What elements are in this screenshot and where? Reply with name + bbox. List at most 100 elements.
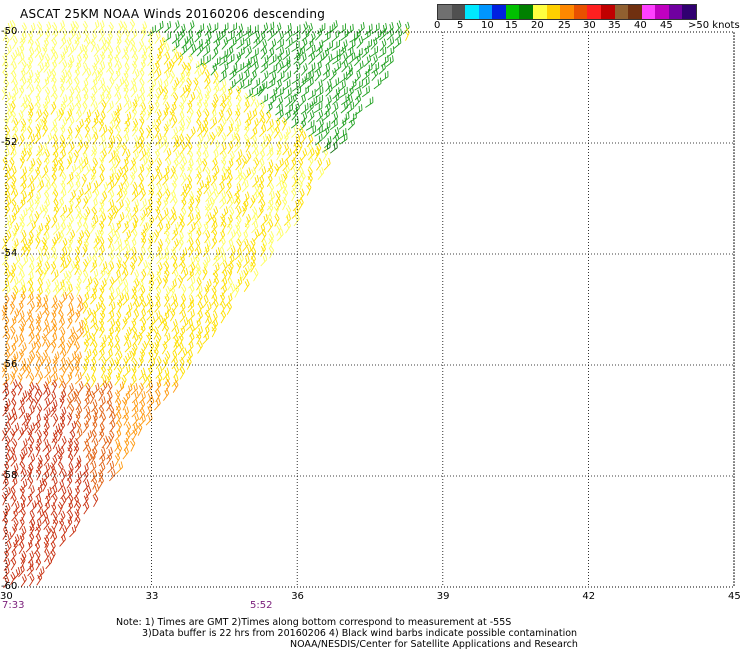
wind-barb: [179, 325, 186, 339]
wind-barb: [281, 180, 288, 194]
wind-barb: [283, 70, 292, 82]
wind-barb: [105, 91, 112, 105]
wind-barb: [161, 341, 168, 355]
wind-barb: [117, 212, 125, 225]
wind-barb: [293, 52, 301, 65]
wind-barb: [315, 27, 322, 41]
wind-barb: [125, 302, 133, 316]
wind-barb: [268, 63, 278, 75]
wind-barb: [65, 371, 73, 385]
wind-barb: [108, 135, 116, 149]
wind-barb: [33, 395, 39, 410]
wind-barb: [51, 476, 58, 490]
wind-barb: [137, 253, 144, 267]
wind-barb: [74, 459, 82, 473]
wind-barb: [50, 261, 57, 275]
wind-barb: [27, 563, 34, 577]
wind-barb: [252, 189, 260, 203]
wind-barb: [196, 331, 202, 345]
wind-barb: [75, 205, 82, 219]
wind-barb: [187, 20, 195, 33]
wind-barb: [137, 86, 145, 100]
wind-barb: [178, 237, 184, 251]
wind-barb: [28, 573, 35, 587]
wind-barb: [213, 77, 220, 91]
wind-barb: [106, 435, 112, 450]
wind-barb: [291, 40, 300, 52]
wind-barb: [243, 220, 250, 234]
wind-barb: [26, 94, 32, 109]
wind-barb: [245, 150, 252, 165]
wind-barb: [34, 420, 41, 434]
wind-barb: [266, 78, 276, 90]
wind-barb: [178, 70, 186, 84]
legend-swatch: [641, 5, 656, 19]
wind-barb: [11, 174, 17, 189]
wind-barb: [226, 238, 234, 252]
wind-barb: [268, 245, 274, 259]
wind-barb: [132, 228, 138, 242]
wind-barb: [25, 243, 31, 258]
wind-barb: [37, 179, 45, 193]
wind-barb: [217, 123, 224, 137]
wind-barb: [155, 78, 163, 92]
wind-barb: [27, 475, 34, 490]
wind-barb: [147, 349, 154, 364]
wind-barb: [250, 259, 256, 273]
wind-barb: [108, 276, 115, 290]
wind-barb: [97, 67, 103, 82]
wind-barb: [61, 116, 68, 130]
wind-barb: [186, 158, 194, 172]
wind-barb: [85, 133, 92, 147]
wind-barb: [84, 355, 90, 370]
wind-barb: [253, 30, 261, 44]
wind-barb: [298, 197, 304, 211]
wind-barb: [27, 285, 34, 299]
wind-barb: [19, 516, 25, 531]
wind-barb: [60, 94, 68, 108]
legend-swatch: [668, 5, 683, 19]
wind-barb: [177, 342, 184, 356]
wind-barb: [276, 157, 284, 171]
wind-barb: [244, 28, 252, 42]
wind-barb: [201, 158, 208, 172]
wind-barb: [212, 262, 220, 276]
wind-barb: [9, 342, 17, 356]
wind-barb: [140, 299, 147, 313]
wind-barb: [306, 182, 312, 196]
wind-barb: [132, 140, 140, 154]
wind-barb: [229, 150, 235, 164]
wind-barb: [210, 220, 218, 234]
wind-barb: [209, 108, 217, 122]
wind-barb: [113, 68, 121, 82]
wind-barb: [219, 236, 226, 250]
wind-barb: [60, 140, 67, 154]
wind-barb: [44, 173, 50, 188]
wind-barb: [44, 307, 50, 322]
wind-barb: [114, 389, 121, 403]
wind-barb: [92, 244, 99, 258]
wind-barb: [379, 38, 387, 52]
wind-barb: [99, 51, 106, 65]
wind-barb: [148, 316, 156, 329]
wind-barb: [161, 36, 167, 51]
wind-barb: [2, 69, 9, 83]
wind-barb: [5, 102, 12, 116]
wind-barb: [50, 404, 57, 418]
wind-barb: [13, 517, 19, 531]
wind-barb: [28, 453, 36, 467]
wind-barb: [187, 299, 195, 313]
wind-barb: [89, 171, 96, 185]
wind-barb: [83, 140, 89, 155]
wind-barb: [123, 332, 130, 347]
wind-barb: [51, 454, 58, 469]
wind-barb: [99, 284, 105, 299]
wind-barb: [394, 28, 403, 41]
wind-barb: [11, 70, 17, 84]
wind-barb: [139, 323, 146, 337]
wind-barb: [194, 60, 201, 74]
wind-barb: [11, 188, 19, 202]
legend-label: 0: [434, 20, 441, 31]
wind-barb: [99, 253, 105, 267]
wind-barb: [41, 101, 48, 115]
